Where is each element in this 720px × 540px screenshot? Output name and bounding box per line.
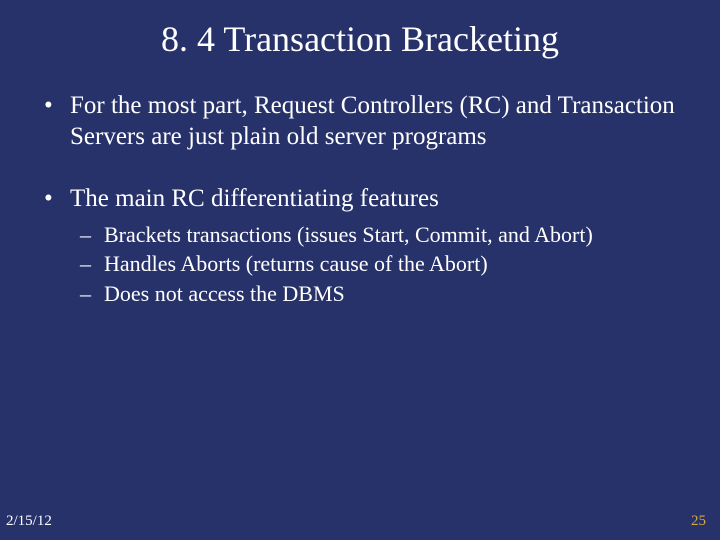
bullet-marker-icon: • <box>40 183 70 214</box>
bullet-text: For the most part, Request Controllers (… <box>70 90 680 153</box>
bullet-marker-icon: • <box>40 90 70 153</box>
slide-footer: 2/15/12 25 <box>0 513 720 530</box>
slide-content: • For the most part, Request Controllers… <box>40 90 680 309</box>
dash-marker-icon: – <box>80 279 104 309</box>
bullet-level-1: • The main RC differentiating features <box>40 183 680 214</box>
footer-page-number: 25 <box>691 513 706 530</box>
bullet-level-1: • For the most part, Request Controllers… <box>40 90 680 153</box>
slide: 8. 4 Transaction Bracketing • For the mo… <box>0 0 720 540</box>
bullet-text: The main RC differentiating features <box>70 183 680 214</box>
bullet-text: Handles Aborts (returns cause of the Abo… <box>104 249 680 279</box>
bullet-level-2: – Handles Aborts (returns cause of the A… <box>80 249 680 279</box>
dash-marker-icon: – <box>80 249 104 279</box>
bullet-level-2: – Does not access the DBMS <box>80 279 680 309</box>
bullet-level-2: – Brackets transactions (issues Start, C… <box>80 220 680 250</box>
footer-date: 2/15/12 <box>6 513 52 530</box>
bullet-text: Brackets transactions (issues Start, Com… <box>104 220 680 250</box>
bullet-text: Does not access the DBMS <box>104 279 680 309</box>
slide-title: 8. 4 Transaction Bracketing <box>70 18 650 60</box>
dash-marker-icon: – <box>80 220 104 250</box>
